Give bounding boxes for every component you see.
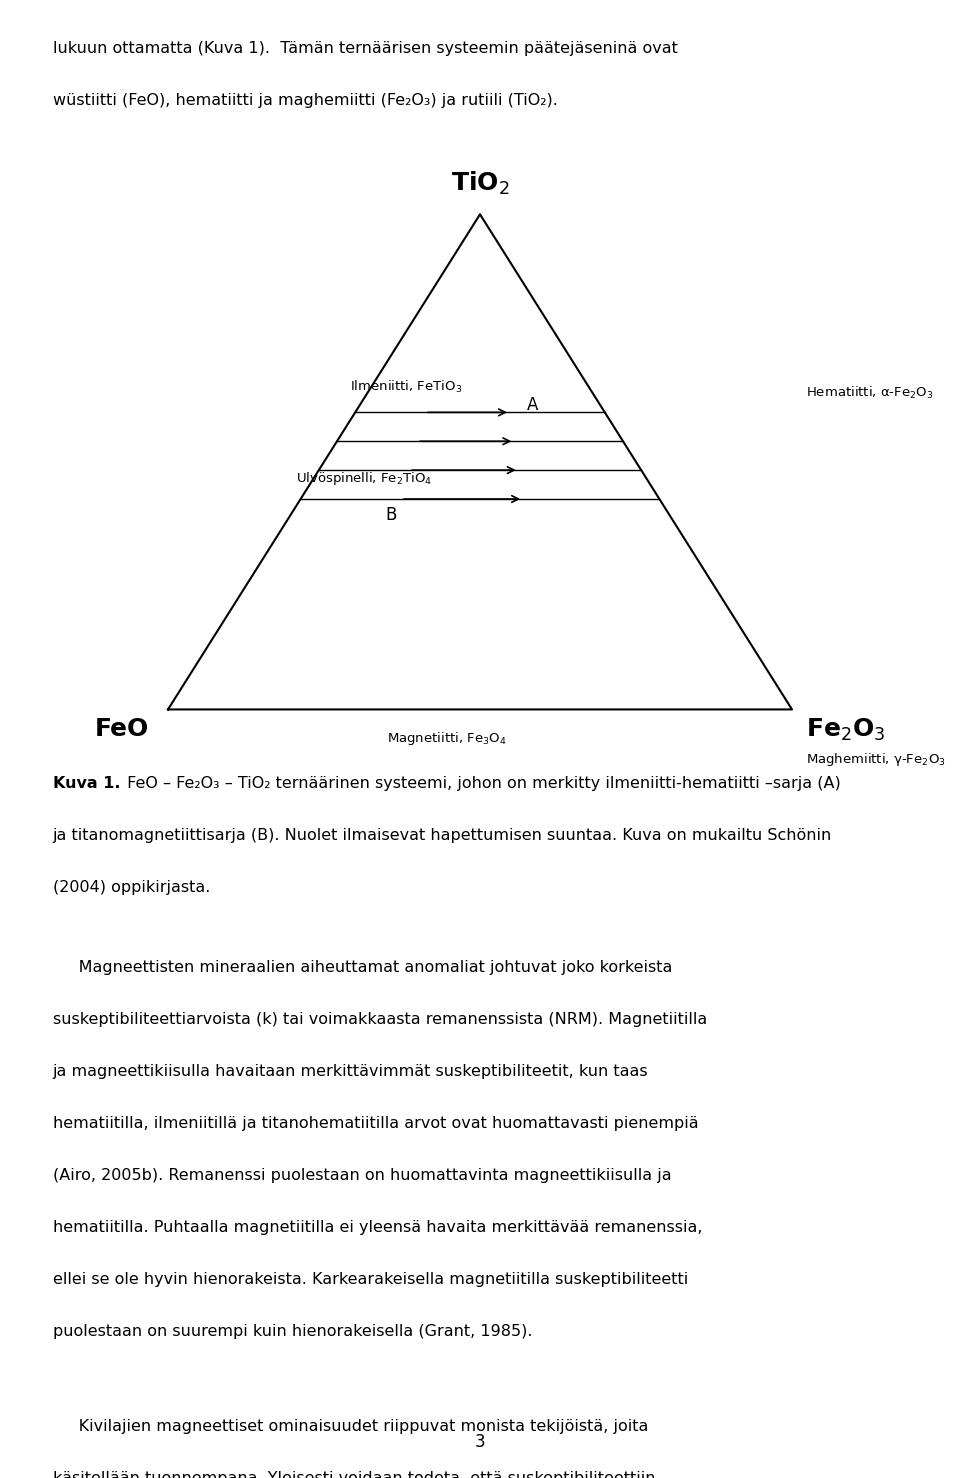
Text: (Airo, 2005b). Remanenssi puolestaan on huomattavinta magneettikiisulla ja: (Airo, 2005b). Remanenssi puolestaan on …: [53, 1168, 671, 1182]
Text: 3: 3: [474, 1434, 486, 1451]
Text: hematiitilla. Puhtaalla magnetiitilla ei yleensä havaita merkittävää remanenssia: hematiitilla. Puhtaalla magnetiitilla ei…: [53, 1219, 703, 1234]
Text: lukuun ottamatta (Kuva 1).  Tämän ternäärisen systeemin päätejäseninä ovat: lukuun ottamatta (Kuva 1). Tämän ternäär…: [53, 41, 678, 56]
Text: puolestaan on suurempi kuin hienorakeisella (Grant, 1985).: puolestaan on suurempi kuin hienorakeise…: [53, 1324, 532, 1339]
Text: B: B: [385, 507, 396, 525]
Text: (2004) oppikirjasta.: (2004) oppikirjasta.: [53, 879, 210, 894]
Text: ja titanomagnetiittisarja (B). Nuolet ilmaisevat hapettumisen suuntaa. Kuva on m: ja titanomagnetiittisarja (B). Nuolet il…: [53, 828, 832, 842]
Text: ja magneettikiisulla havaitaan merkittävimmät suskeptibiliteetit, kun taas: ja magneettikiisulla havaitaan merkittäv…: [53, 1064, 648, 1079]
Text: Hematiitti, α-Fe$_2$O$_3$: Hematiitti, α-Fe$_2$O$_3$: [806, 384, 934, 401]
Text: käsitellään tuonnempana. Yleisesti voidaan todeta, että suskeptibiliteettiin: käsitellään tuonnempana. Yleisesti voida…: [53, 1471, 656, 1478]
Text: Ilmeniitti, FeTiO$_3$: Ilmeniitti, FeTiO$_3$: [350, 378, 463, 395]
Text: Fe$_2$O$_3$: Fe$_2$O$_3$: [806, 717, 886, 743]
Text: A: A: [527, 396, 539, 414]
Text: FeO: FeO: [94, 717, 149, 740]
Text: Kuva 1.: Kuva 1.: [53, 776, 120, 791]
Text: Magnetiitti, Fe$_3$O$_4$: Magnetiitti, Fe$_3$O$_4$: [387, 730, 506, 748]
Text: Kivilajien magneettiset ominaisuudet riippuvat monista tekijöistä, joita: Kivilajien magneettiset ominaisuudet rii…: [53, 1419, 648, 1434]
Text: suskeptibiliteettiarvoista (k) tai voimakkaasta remanenssista (NRM). Magnetiitil: suskeptibiliteettiarvoista (k) tai voima…: [53, 1012, 708, 1027]
Text: ellei se ole hyvin hienorakeista. Karkearakeisella magnetiitilla suskeptibilitee: ellei se ole hyvin hienorakeista. Karkea…: [53, 1271, 688, 1287]
Text: hematiitilla, ilmeniitillä ja titanohematiitilla arvot ovat huomattavasti pienem: hematiitilla, ilmeniitillä ja titanohema…: [53, 1116, 699, 1131]
Text: FeO – Fe₂O₃ – TiO₂ ternäärinen systeemi, johon on merkitty ilmeniitti-hematiitti: FeO – Fe₂O₃ – TiO₂ ternäärinen systeemi,…: [122, 776, 841, 791]
Text: wüstiitti (FeO), hematiitti ja maghemiitti (Fe₂O₃) ja rutiili (TiO₂).: wüstiitti (FeO), hematiitti ja maghemiit…: [53, 93, 558, 108]
Text: TiO$_2$: TiO$_2$: [451, 170, 509, 197]
Text: Maghemiitti, γ-Fe$_2$O$_3$: Maghemiitti, γ-Fe$_2$O$_3$: [806, 751, 947, 769]
Text: Ulvöspinelli, Fe$_2$TiO$_4$: Ulvöspinelli, Fe$_2$TiO$_4$: [296, 470, 432, 488]
Text: Magneettisten mineraalien aiheuttamat anomaliat johtuvat joko korkeista: Magneettisten mineraalien aiheuttamat an…: [53, 961, 672, 975]
